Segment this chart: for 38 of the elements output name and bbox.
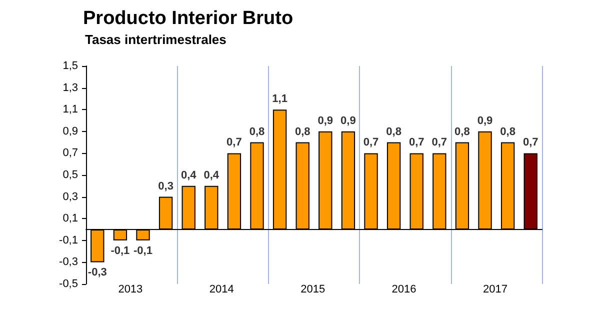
y-tick-label: 0,7 xyxy=(62,147,78,160)
data-label: -0,1 xyxy=(110,244,130,257)
data-label: 0,8 xyxy=(500,126,516,138)
data-label: 0,7 xyxy=(408,136,424,149)
data-label: 0,4 xyxy=(204,169,220,182)
y-tick-label: 0,9 xyxy=(62,125,78,138)
data-label: 0,8 xyxy=(386,126,402,138)
data-label: 0,9 xyxy=(477,114,493,127)
x-tick-label: 2014 xyxy=(209,284,234,296)
data-label: 0,8 xyxy=(454,126,470,138)
data-label: 0,7 xyxy=(432,136,448,149)
y-tick-label: 1,1 xyxy=(62,104,78,116)
data-label: 1,1 xyxy=(272,93,288,106)
data-label: 0,8 xyxy=(249,126,265,138)
y-tick-label: 0,5 xyxy=(62,169,78,181)
data-label: 0,9 xyxy=(318,114,334,127)
data-label: 0,7 xyxy=(363,136,379,149)
y-tick-label: 1,5 xyxy=(62,60,78,72)
y-tick-label: -0,3 xyxy=(59,256,78,268)
data-label: 0,8 xyxy=(294,126,310,138)
y-tick-label: 0,1 xyxy=(62,212,78,225)
data-label: 0,7 xyxy=(522,136,538,149)
data-label: 0,7 xyxy=(226,136,242,149)
x-tick-label: 2017 xyxy=(483,284,508,296)
x-tick-label: 2016 xyxy=(392,284,416,296)
y-tick-label: 0,3 xyxy=(62,190,78,203)
y-tick-label: 1,3 xyxy=(62,82,78,94)
chart-title: Producto Interior Bruto xyxy=(83,8,294,29)
data-label: 0,4 xyxy=(180,169,198,182)
data-label: 0,9 xyxy=(340,114,356,127)
x-tick-label: 2015 xyxy=(300,284,326,296)
x-tick-label: 2013 xyxy=(118,284,143,296)
y-tick-label: -0,5 xyxy=(59,278,78,290)
data-label: -0,1 xyxy=(134,244,152,257)
data-label: 0,3 xyxy=(158,180,174,192)
data-label: -0,3 xyxy=(88,266,107,279)
y-tick-label: -0,1 xyxy=(59,234,78,246)
chart-subtitle: Tasas intertrimestrales xyxy=(85,32,226,47)
